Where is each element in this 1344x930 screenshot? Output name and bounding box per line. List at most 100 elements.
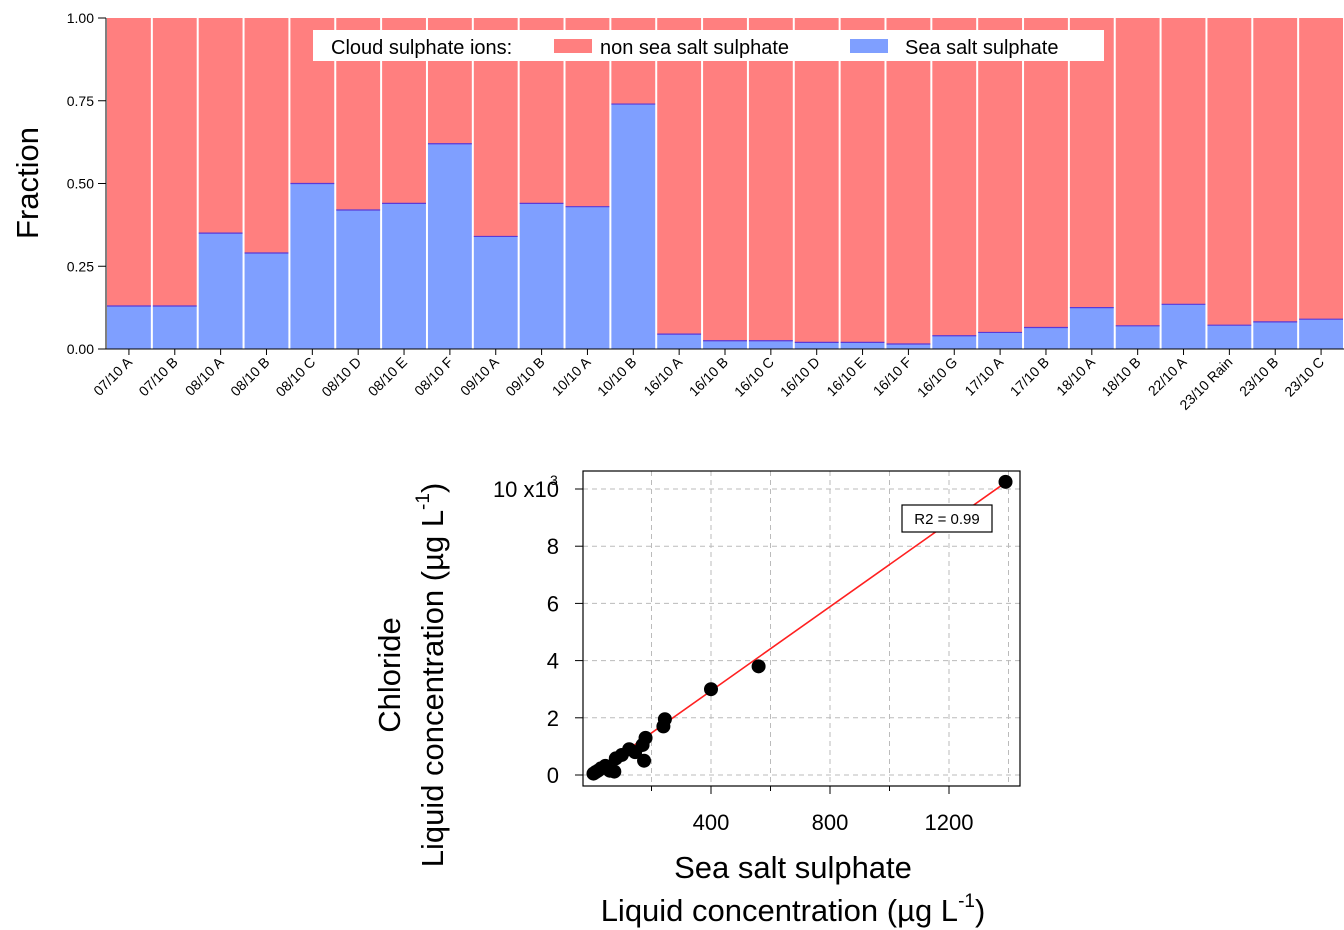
scatter-axis-labels: Sea salt sulphate Liquid concentration (µ… xyxy=(372,483,985,928)
bar-non-sea-salt xyxy=(703,18,747,341)
bar-sea-salt xyxy=(565,206,610,349)
x-tick-label: 07/10 A xyxy=(90,353,135,398)
y-tick-label: 8 xyxy=(547,534,559,559)
bar-non-sea-salt xyxy=(198,18,243,234)
legend: Cloud sulphate ions: non sea salt sulphat… xyxy=(313,30,1104,61)
r2-annotation: R2 = 0.99 xyxy=(901,504,993,533)
data-point xyxy=(704,682,718,697)
y-tick-label: 2 xyxy=(547,706,559,731)
bar-sea-salt xyxy=(152,305,197,349)
x-tick-label: 08/10 A xyxy=(182,353,227,398)
bar-sea-salt xyxy=(336,209,381,349)
bar-marks xyxy=(107,18,1343,349)
y-tick-label: 4 xyxy=(547,649,559,674)
plot-frame xyxy=(582,470,1021,787)
bar-non-sea-salt xyxy=(1207,18,1252,326)
x-tick-label: 16/10 G xyxy=(914,354,961,401)
x-axis-label-line2: Liquid concentration (µg L-1) xyxy=(601,891,986,928)
data-point xyxy=(607,764,622,779)
x-tick-label: 1200 xyxy=(925,810,974,835)
y-tick-label: 1.00 xyxy=(67,10,94,26)
x-tick-label: 18/10 A xyxy=(1053,353,1098,398)
scatter-marks xyxy=(586,474,1013,781)
x-tick-label: 08/10 E xyxy=(365,354,410,399)
data-point xyxy=(638,730,653,745)
x-axis-label-line1: Sea salt sulphate xyxy=(674,850,912,885)
bar-non-sea-salt xyxy=(1069,18,1114,308)
bar-sea-salt xyxy=(198,233,243,349)
bar-non-sea-salt xyxy=(1161,18,1206,305)
x-tick-label: 10/10 A xyxy=(549,353,594,398)
bar-non-sea-salt xyxy=(152,18,197,306)
bar-sea-salt xyxy=(107,305,151,349)
y-axis-label-line2: Liquid concentration (µg L-1) xyxy=(413,483,450,868)
bar-non-sea-salt xyxy=(840,18,885,343)
legend-label-sea-salt: Sea salt sulphate xyxy=(905,37,1058,59)
y-exponent: 3 xyxy=(550,472,558,488)
bar-non-sea-salt xyxy=(1024,18,1068,328)
y-tick-label: 0.75 xyxy=(67,93,94,109)
x-tick-label: 18/10 B xyxy=(1098,354,1143,399)
x-tick-label: 17/10 B xyxy=(1007,354,1052,399)
bar-non-sea-salt xyxy=(932,18,977,336)
x-tick-label: 08/10 B xyxy=(227,354,272,399)
stacked-bar-chart: 07/10 A 07/10 B 08/10 A 08/10 B 08/10 C 08/10… xyxy=(10,10,1344,413)
y-tick-label: 0.00 xyxy=(67,341,94,357)
x-tick-label: 09/10 B xyxy=(502,354,547,399)
y-axis-label-unit: Liquid concentration (µg L xyxy=(415,510,450,867)
x-tick-label: 08/10 D xyxy=(318,354,364,400)
y-tick-label: 10 x10 xyxy=(493,477,559,502)
bar-non-sea-salt xyxy=(748,18,793,341)
bar-sea-salt xyxy=(748,340,793,349)
bar-sea-salt xyxy=(519,203,564,349)
x-tick-label: 800 xyxy=(812,810,849,835)
legend-swatch-non-sea-salt xyxy=(554,39,592,53)
data-point xyxy=(751,659,766,674)
data-point xyxy=(998,474,1013,489)
x-tick-label: 08/10 F xyxy=(411,354,456,399)
bar-non-sea-salt xyxy=(794,18,839,343)
bar-sea-salt xyxy=(1161,304,1206,349)
bar-sea-salt xyxy=(1069,307,1114,349)
y-tick-label: 0.25 xyxy=(67,258,94,274)
x-tick-label: 10/10 B xyxy=(594,354,639,399)
x-axis-label-close: ) xyxy=(975,893,985,928)
x-axis-label-unit: Liquid concentration (µg L xyxy=(601,893,958,928)
bar-sea-salt xyxy=(611,104,656,349)
bar-non-sea-salt xyxy=(886,18,931,345)
bar-non-sea-salt xyxy=(1115,18,1160,326)
legend-swatch-sea-salt xyxy=(850,39,888,53)
bar-sea-salt xyxy=(1207,325,1252,349)
x-tick-label: 23/10 C xyxy=(1281,354,1327,400)
bar-non-sea-salt xyxy=(244,18,289,254)
y-tick-label: 0.50 xyxy=(67,176,94,192)
bar-sea-salt xyxy=(932,335,977,349)
bar-sea-salt xyxy=(703,340,747,349)
bar-sea-salt xyxy=(473,236,518,349)
x-axis-label-superscript: -1 xyxy=(958,891,975,912)
bar-sea-salt xyxy=(794,342,839,349)
bar-sea-salt xyxy=(1299,319,1343,349)
bar-sea-salt xyxy=(1253,321,1298,349)
bar-sea-salt xyxy=(290,183,335,349)
bar-non-sea-salt xyxy=(107,18,151,306)
bar-non-sea-salt xyxy=(978,18,1023,333)
legend-label-non-sea-salt: non sea salt sulphate xyxy=(600,37,789,59)
y-axis-label-line1: Chloride xyxy=(372,617,407,732)
x-tick-label: 22/10 A xyxy=(1145,353,1190,398)
bar-non-sea-salt xyxy=(657,18,702,335)
y-axis-label-close: ) xyxy=(415,483,450,493)
x-tick-label: 16/10 D xyxy=(777,354,823,400)
bar-sea-salt xyxy=(427,143,472,349)
bar-non-sea-salt xyxy=(1299,18,1343,320)
x-tick-label: 16/10 B xyxy=(686,354,731,399)
bar-non-sea-salt xyxy=(1253,18,1298,322)
x-tick-label: 09/10 A xyxy=(457,353,502,398)
bar-sea-salt xyxy=(886,344,931,349)
annotation-text: R2 = 0.99 xyxy=(914,511,979,528)
x-tick-label: 08/10 C xyxy=(272,354,318,400)
bar-sea-salt xyxy=(657,334,702,349)
x-tick-label: 17/10 A xyxy=(961,353,1006,398)
